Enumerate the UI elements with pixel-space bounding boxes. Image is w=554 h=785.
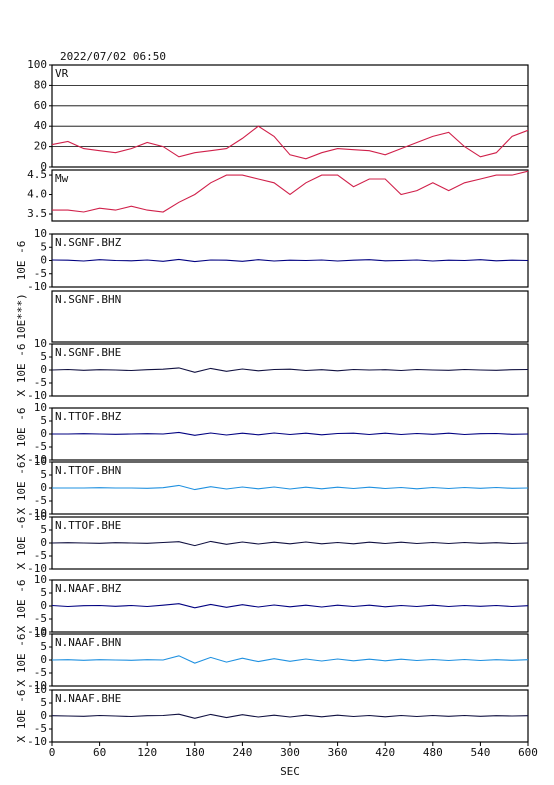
panel-label: N.TTOF.BHE [55, 519, 121, 532]
panel-label: N.TTOF.BHN [55, 464, 121, 477]
y-tick-label: 10 [34, 510, 47, 523]
y-tick-label: -10 [27, 507, 47, 520]
y-tick-label: 3.5 [27, 207, 47, 220]
panel-frame [51, 169, 529, 222]
x-tick-label: 360 [328, 746, 348, 759]
y-tick-label: 5 [40, 696, 47, 709]
y-tick-label: 100 [27, 58, 47, 71]
trace [52, 431, 529, 436]
y-tick-label: 10 [34, 573, 47, 586]
y-tick-label: -5 [34, 376, 47, 389]
panel-label: VR [55, 67, 69, 80]
trace [51, 258, 529, 263]
y-tick-label: -10 [27, 562, 47, 575]
y-tick-label: -5 [34, 612, 47, 625]
y-tick-label: 10 [34, 337, 47, 350]
y-tick-label: 0 [40, 363, 47, 376]
y-tick-label: 5 [40, 640, 47, 653]
x-tick-label: 120 [137, 746, 157, 759]
x-tick-label: 0 [49, 746, 56, 759]
y-tick-label: 0 [40, 709, 47, 722]
panel-frame [51, 64, 529, 168]
y-tick-label: -10 [27, 679, 47, 692]
y-tick-label: -10 [27, 389, 47, 402]
y-tick-label: 80 [34, 78, 47, 91]
x-tick-label: 60 [93, 746, 106, 759]
y-tick-label: -10 [27, 453, 47, 466]
y-axis-label: X 10E -6 [15, 580, 28, 633]
y-tick-label: 10 [34, 227, 47, 240]
y-axis-label: X 10E -6 [15, 517, 28, 570]
x-axis-label: SEC [280, 765, 300, 778]
y-tick-label: -5 [34, 267, 47, 280]
y-tick-label: 0 [40, 427, 47, 440]
y-tick-label: 0 [40, 254, 47, 267]
panel-label: N.NAAF.BHN [55, 636, 121, 649]
y-tick-label: -5 [34, 549, 47, 562]
trace [51, 655, 529, 664]
x-tick-label: 480 [423, 746, 443, 759]
x-tick-label: 420 [375, 746, 395, 759]
x-tick-label: 540 [470, 746, 490, 759]
x-tick-label: 300 [280, 746, 300, 759]
y-axis-label: 10E***) [15, 293, 28, 339]
y-tick-label: 10 [34, 627, 47, 640]
x-tick-label: 240 [232, 746, 252, 759]
y-tick-label: 10 [34, 683, 47, 696]
panel-label: N.NAAF.BHZ [55, 582, 122, 595]
y-tick-label: -5 [34, 494, 47, 507]
y-tick-label: 5 [40, 468, 47, 481]
y-tick-label: 0 [40, 536, 47, 549]
y-tick-label: 5 [40, 240, 47, 253]
y-tick-label: -10 [27, 280, 47, 293]
y-tick-label: 10 [34, 455, 47, 468]
chart-title: 2022/07/02 06:50 [60, 50, 166, 63]
y-tick-label: -5 [34, 440, 47, 453]
panel-label: N.TTOF.BHZ [55, 410, 122, 423]
y-tick-label: 60 [34, 99, 47, 112]
panel-label: N.NAAF.BHE [55, 692, 121, 705]
trace [51, 125, 529, 160]
panel-label: N.SGNF.BHE [55, 346, 121, 359]
y-axis-label: X 10E -6 [15, 462, 28, 515]
trace [51, 603, 529, 609]
y-axis-label: X 10E -6 [15, 344, 28, 397]
trace [51, 713, 529, 719]
y-tick-label: 0 [40, 653, 47, 666]
y-tick-label: 5 [40, 523, 47, 536]
panel-label: Mw [55, 172, 69, 185]
y-tick-label: -5 [34, 722, 47, 735]
y-tick-label: 40 [34, 119, 47, 132]
y-tick-label: 10 [34, 401, 47, 414]
y-tick-label: -10 [27, 625, 47, 638]
trace [52, 484, 529, 491]
y-tick-label: 0 [40, 481, 47, 494]
y-tick-label: 5 [40, 586, 47, 599]
panel-label: N.SGNF.BHZ [55, 236, 122, 249]
y-tick-label: -5 [34, 666, 47, 679]
trace [52, 170, 529, 213]
x-tick-label: 600 [518, 746, 538, 759]
y-axis-label: 10E -6 [15, 241, 28, 281]
y-axis-label: X 10E -6 [15, 690, 28, 743]
trace [51, 540, 529, 547]
y-tick-label: -10 [27, 735, 47, 748]
y-tick-label: 5 [40, 350, 47, 363]
y-axis-label: X 10E -6 [15, 408, 28, 461]
y-tick-label: 4.5 [27, 168, 47, 181]
panel-frame [51, 290, 529, 343]
trace [51, 367, 529, 373]
y-tick-label: 5 [40, 414, 47, 427]
y-axis-label: X 10E -6 [15, 634, 28, 687]
y-tick-label: 0 [40, 599, 47, 612]
panel-label: N.SGNF.BHN [55, 293, 121, 306]
x-tick-label: 180 [185, 746, 205, 759]
y-tick-label: 4.0 [27, 188, 47, 201]
y-tick-label: 20 [34, 140, 47, 153]
y-tick-label: 0 [40, 160, 47, 173]
